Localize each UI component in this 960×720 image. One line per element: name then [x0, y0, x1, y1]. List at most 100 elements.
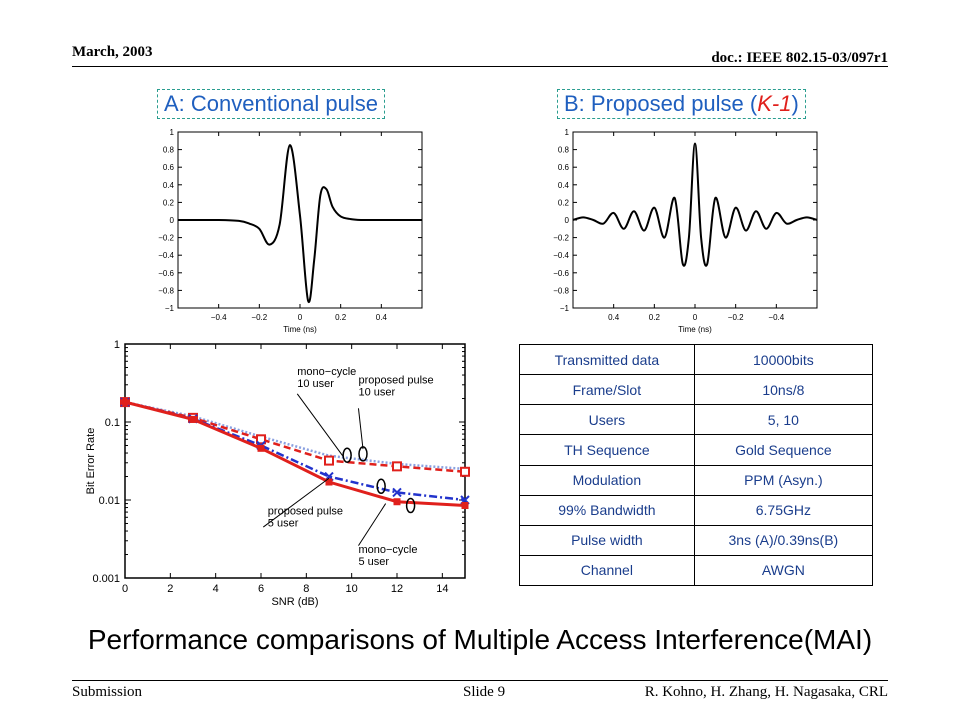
- y-tick-label: 0.8: [163, 146, 175, 155]
- y-tick-label: 0.01: [99, 495, 120, 507]
- ber-series-line: [124, 400, 466, 502]
- x-tick-label: 2: [167, 583, 173, 595]
- pulse-b-title: B: Proposed pulse (K-1): [557, 89, 806, 119]
- annotation-label: mono−cycle: [297, 366, 356, 378]
- header-rule: [72, 66, 888, 67]
- annotation-label: proposed pulse: [268, 506, 343, 518]
- param-value: 3ns (A)/0.39ns(B): [694, 525, 873, 556]
- data-point: [257, 444, 265, 452]
- x-tick-label: 6: [258, 583, 264, 595]
- y-tick-label: 1: [565, 128, 570, 137]
- param-value: 6.75GHz: [694, 495, 873, 526]
- y-tick-label: −0.4: [553, 251, 569, 260]
- x-tick-label: 14: [436, 583, 448, 595]
- table-row: Pulse width 3ns (A)/0.39ns(B): [519, 525, 873, 556]
- y-tick-label: −1: [560, 304, 570, 313]
- pulse-b-title-k: K-1: [757, 91, 792, 116]
- y-tick-label: 0.2: [558, 198, 570, 207]
- y-tick-label: −0.6: [553, 269, 569, 278]
- x-axis-label: Time (ns): [678, 325, 712, 334]
- x-tick-label: −0.2: [251, 313, 267, 322]
- group-oval: [342, 447, 352, 463]
- y-tick-label: −0.2: [158, 234, 174, 243]
- data-point: [121, 398, 129, 406]
- header-doc-id: doc.: IEEE 802.15-03/097r1: [711, 50, 888, 66]
- data-point: [189, 415, 197, 423]
- x-tick-label: 0: [693, 313, 698, 322]
- annotation-arrow: [358, 503, 387, 546]
- data-point: [461, 502, 469, 510]
- x-tick-label: 10: [346, 583, 358, 595]
- y-tick-label: −1: [165, 304, 175, 313]
- annotation-label: 10 user: [358, 387, 395, 399]
- x-tick-label: 0: [298, 313, 303, 322]
- y-tick-label: −0.6: [158, 269, 174, 278]
- param-value: AWGN: [694, 555, 873, 587]
- y-tick-label: 0.6: [163, 163, 175, 172]
- param-name: Modulation: [519, 465, 695, 496]
- y-tick-label: 0.1: [105, 417, 120, 429]
- pulse-waveform: [177, 144, 422, 304]
- y-tick-label: −0.8: [553, 286, 569, 295]
- annotation-label: 5 user: [358, 556, 389, 568]
- x-tick-label: 0.2: [335, 313, 347, 322]
- x-axis-label: Time (ns): [283, 325, 317, 334]
- x-tick-label: −0.4: [211, 313, 227, 322]
- pulse-b-chart: 1 0.8 0.6 0.4 0.2 0 −0.2 −0.4 −0.6 −0.8 −1 0.4 0.2 0 −…: [553, 128, 818, 334]
- x-tick-label: 0.4: [608, 313, 620, 322]
- y-tick-label: 1: [114, 339, 120, 351]
- pulse-waveform: [572, 142, 818, 267]
- x-axis-label: SNR (dB): [271, 596, 318, 608]
- table-row: Channel AWGN: [519, 555, 873, 587]
- table-row: Modulation PPM (Asyn.): [519, 465, 873, 496]
- data-point: [256, 434, 266, 445]
- y-tick-label: −0.4: [158, 251, 174, 260]
- y-tick-label: 1: [170, 128, 175, 137]
- annotation-label: 10 user: [297, 378, 334, 390]
- header-date: March, 2003: [72, 44, 153, 60]
- data-point: [392, 487, 402, 498]
- pulse-a-title: A: Conventional pulse: [157, 89, 386, 119]
- annotation-arrow: [296, 393, 344, 456]
- y-axis-label: Bit Error Rate: [85, 428, 97, 495]
- footer-center: Slide 9: [463, 684, 506, 700]
- footer-right: R. Kohno, H. Zhang, H. Nagasaka, CRL: [644, 684, 888, 700]
- table-row: 99% Bandwidth 6.75GHz: [519, 495, 873, 526]
- plot-frame: [572, 131, 818, 309]
- footer-rule: [72, 680, 888, 681]
- y-tick-label: 0: [170, 216, 175, 225]
- param-value: 10000bits: [694, 344, 873, 376]
- param-name: TH Sequence: [519, 434, 695, 466]
- pulse-a-chart: 1 0.8 0.6 0.4 0.2 0 −0.2 −0.4 −0.6 −0.8 −1 −0.4 −0.2…: [158, 128, 423, 334]
- x-tick-label: 4: [213, 583, 219, 595]
- group-oval: [376, 478, 386, 495]
- annotation-label: 5 user: [268, 518, 299, 530]
- table-row: Transmitted data 10000bits: [519, 344, 873, 376]
- y-tick-label: −0.8: [158, 286, 174, 295]
- param-name: Channel: [519, 555, 695, 587]
- simulation-parameters-table: Transmitted data 10000bits Frame/Slot 10ns/…: [519, 344, 873, 587]
- y-tick-label: 0.6: [558, 163, 570, 172]
- x-tick-label: 12: [391, 583, 403, 595]
- x-tick-label: 8: [303, 583, 309, 595]
- param-name: Pulse width: [519, 525, 695, 556]
- data-point: [460, 466, 470, 477]
- annotation-arrow: [357, 408, 364, 450]
- param-name: Transmitted data: [519, 344, 695, 376]
- x-tick-label: 0.2: [649, 313, 661, 322]
- y-tick-label: 0: [565, 216, 570, 225]
- ber-series-line: [124, 400, 466, 508]
- footer-left: Submission: [72, 684, 143, 700]
- param-name: 99% Bandwidth: [519, 495, 695, 526]
- data-point: [393, 498, 401, 506]
- y-tick-label: 0.4: [163, 181, 175, 190]
- table-row: Users 5, 10: [519, 404, 873, 436]
- pulse-b-title-suffix: ): [791, 91, 799, 116]
- table-row: Frame/Slot 10ns/8: [519, 374, 873, 406]
- data-point: [325, 478, 333, 486]
- ber-series-line: [124, 400, 466, 471]
- y-tick-label: 0.001: [92, 573, 120, 585]
- annotation-label: mono−cycle: [358, 544, 417, 556]
- x-tick-label: −0.2: [728, 313, 744, 322]
